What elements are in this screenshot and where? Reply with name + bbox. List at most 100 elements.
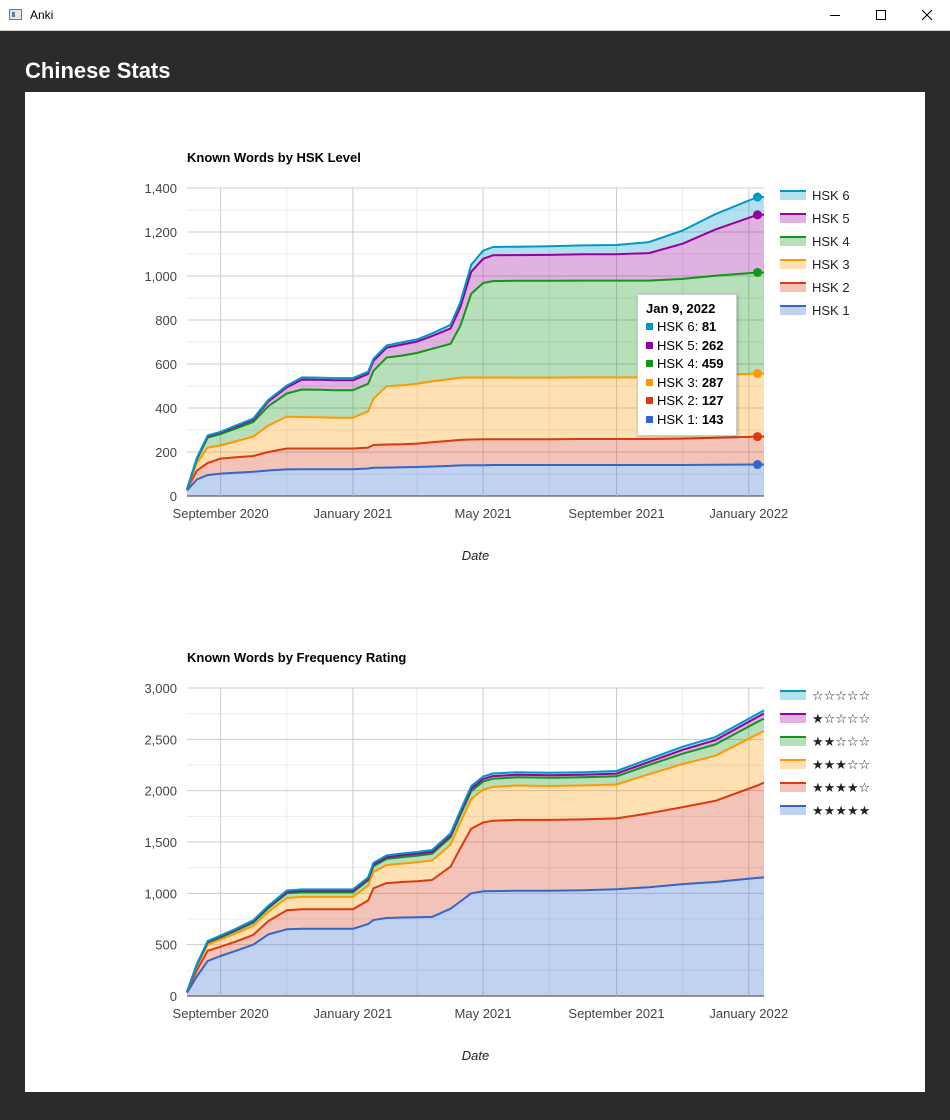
x-tick-label: May 2021 [455, 506, 512, 521]
tooltip-swatch [646, 378, 653, 386]
tooltip-series-value: 81 [701, 319, 717, 334]
point-hsk-2 [752, 432, 762, 442]
x-tick-label: September 2020 [173, 1006, 269, 1021]
tooltip-series-label: HSK 2 [657, 393, 695, 408]
maximize-icon [876, 10, 886, 20]
legend-label-series-3: ★★★☆☆ [812, 757, 870, 772]
legend-label-hsk-1: HSK 1 [812, 303, 850, 318]
y-tick-label: 0 [170, 489, 177, 504]
maximize-button[interactable] [858, 0, 904, 30]
legend-swatch [780, 236, 806, 246]
legend-swatch [780, 213, 806, 223]
area-hsk-6 [187, 197, 764, 490]
line-series-3 [186, 730, 765, 993]
line-series-2 [186, 781, 765, 993]
y-tick-label: 800 [155, 313, 177, 328]
chart-title: Known Words by Frequency Rating [187, 650, 406, 665]
tooltip-series-label: HSK 5 [657, 337, 695, 353]
legend-label-hsk-6: HSK 6 [812, 188, 850, 203]
y-tick-label: 400 [155, 401, 177, 416]
stats-panel: Known Words by HSK Level 0 200 400 600 800 1,0… [25, 92, 925, 1092]
frequency-rating-chart: Known Words by Frequency Rating 0 500 1,000… [144, 650, 870, 1063]
legend-label-hsk-4: HSK 4 [812, 234, 850, 249]
y-tick-label: 500 [155, 938, 177, 953]
legend-label-hsk-2: HSK 2 [812, 280, 850, 295]
legend-swatch [780, 190, 806, 200]
area-hsk-5 [187, 214, 764, 490]
legend-label-series-1: ★★★★★ [812, 803, 870, 818]
legend-swatch [780, 782, 806, 792]
tooltip-series-label: HSK 6 [657, 319, 695, 334]
legend-label-series-5: ★☆☆☆☆ [812, 711, 870, 726]
y-tick-label: 600 [155, 357, 177, 372]
legend-swatch [780, 736, 806, 746]
tooltip-row: HSK 6: 81 [646, 318, 728, 337]
x-axis-title: Date [462, 1048, 489, 1063]
y-tick-label: 2,500 [144, 732, 177, 747]
tooltip-row: HSK 1: 143 [646, 411, 728, 430]
minimize-button[interactable] [812, 0, 858, 30]
tooltip-swatch [646, 341, 653, 349]
tooltip-series-label: HSK 3 [657, 374, 695, 390]
line-hsk-4 [186, 271, 764, 490]
tooltip-row: HSK 5: 262 [646, 337, 728, 356]
area-hsk-2 [187, 436, 764, 491]
x-tick-label: September 2021 [568, 506, 664, 521]
tooltip-series-value: 143 [701, 411, 724, 427]
line-series-6 [186, 709, 765, 993]
tooltip-series-value: 459 [701, 356, 724, 371]
tooltip-swatch [646, 360, 653, 367]
tooltip-row: HSK 2: 127 [646, 392, 728, 411]
legend-swatch [780, 305, 806, 315]
point-hsk-3 [752, 368, 762, 378]
legend-swatch [780, 259, 806, 269]
tooltip-swatch [646, 415, 653, 423]
tooltip-row: HSK 4: 459 [646, 355, 728, 374]
line-hsk-6 [186, 196, 764, 490]
tooltip-series-value: 262 [701, 337, 724, 353]
legend-swatch [780, 690, 806, 700]
line-series-1 [186, 876, 765, 994]
legend-label-series-6: ☆☆☆☆☆ [812, 688, 870, 703]
area-hsk-1 [187, 464, 764, 496]
close-button[interactable] [904, 0, 950, 30]
chart-tooltip: Jan 9, 2022 HSK 6: 81 HSK 5: 262 HSK 4: … [637, 294, 737, 436]
tooltip-row: HSK 3: 287 [646, 374, 728, 393]
x-tick-label: January 2022 [709, 506, 788, 521]
legend-label-hsk-3: HSK 3 [812, 257, 850, 272]
y-tick-label: 1,000 [144, 269, 177, 284]
legend-swatch [780, 282, 806, 292]
point-hsk-1 [752, 460, 762, 470]
area-series-3 [187, 731, 764, 993]
minimize-icon [830, 15, 840, 16]
y-tick-label: 2,000 [144, 784, 177, 799]
area-hsk-4 [187, 272, 764, 490]
tooltip-date: Jan 9, 2022 [646, 301, 716, 316]
point-hsk-5 [752, 210, 762, 220]
x-tick-label: May 2021 [455, 1006, 512, 1021]
x-tick-label: January 2022 [709, 1006, 788, 1021]
y-tick-label: 3,000 [144, 681, 177, 696]
x-tick-label: September 2020 [173, 506, 269, 521]
area-hsk-3 [187, 373, 764, 490]
tooltip-series-label: HSK 4 [657, 356, 695, 371]
y-tick-label: 1,000 [144, 886, 177, 901]
line-hsk-1 [186, 463, 764, 492]
page-title: Chinese Stats [25, 58, 171, 83]
tooltip-series-value: 287 [701, 374, 724, 390]
window-title: Anki [30, 8, 54, 22]
y-tick-label: 200 [155, 445, 177, 460]
anki-app-icon [9, 9, 22, 20]
x-tick-label: September 2021 [568, 1006, 664, 1021]
point-hsk-4 [752, 267, 762, 277]
y-tick-label: 0 [170, 989, 177, 1004]
x-axis-title: Date [462, 548, 489, 563]
legend-label-series-4: ★★☆☆☆ [812, 734, 870, 749]
y-tick-label: 1,500 [144, 835, 177, 850]
y-tick-label: 1,400 [144, 181, 177, 196]
area-series-1 [187, 877, 764, 996]
close-icon [921, 9, 933, 21]
legend-swatch [780, 805, 806, 815]
line-hsk-2 [186, 435, 764, 490]
x-tick-label: January 2021 [314, 1006, 393, 1021]
